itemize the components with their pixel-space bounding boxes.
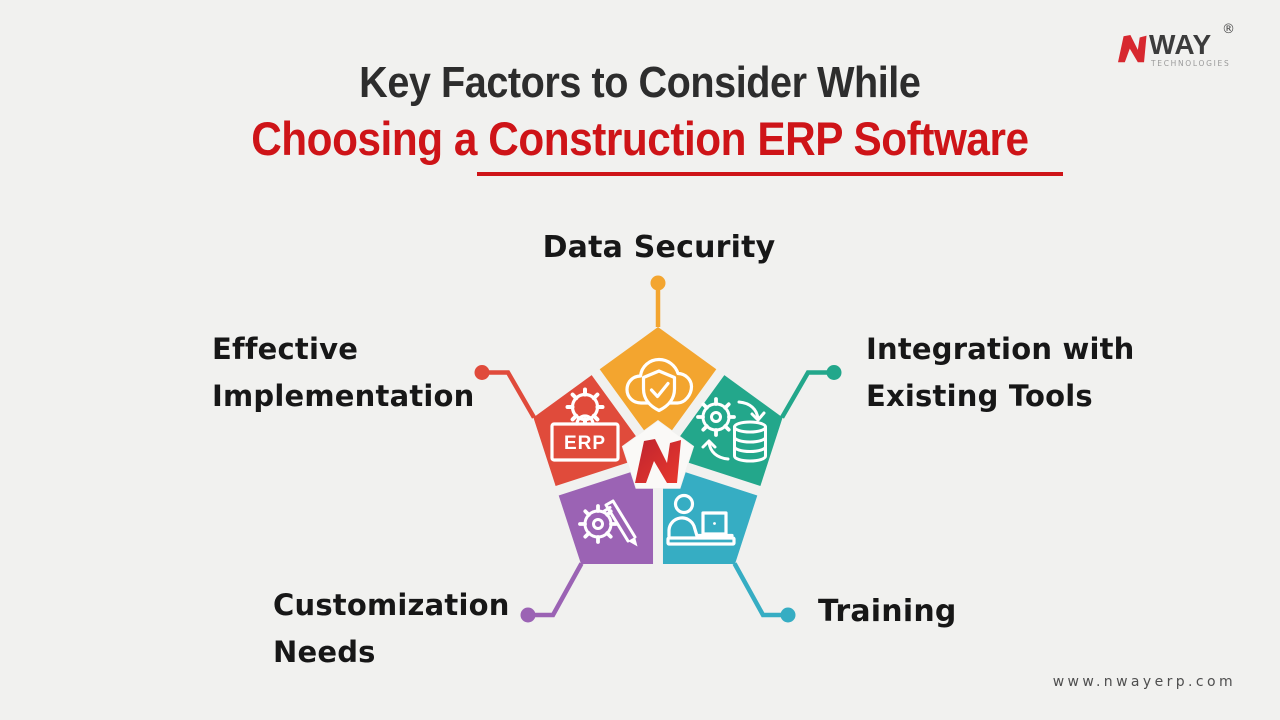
dot-data-security [650, 275, 666, 291]
title-line-2: Choosing a Construction ERP Software [251, 112, 1029, 165]
label-effective-implementation: Effective Implementation [212, 332, 475, 413]
dot-customization [520, 607, 536, 623]
label-data-security: Data Security [542, 230, 776, 265]
connector-lines [482, 286, 834, 618]
connector-implementation [482, 370, 536, 419]
dot-implementation [474, 365, 490, 380]
dot-training [780, 607, 796, 623]
brand-logo-n-icon [1118, 35, 1147, 63]
label-integration-existing-tools: Integration with Existing Tools [866, 332, 1135, 413]
erp-box-text: ERP [564, 433, 606, 454]
registered-mark: ® [1222, 22, 1235, 37]
label-customization-needs: Customization Needs [273, 588, 510, 669]
gear-database-sync-icon [696, 397, 767, 463]
connector-customization [528, 562, 584, 618]
brand-logo: WAY ® TECHNOLOGIES [1118, 22, 1258, 72]
gear-pencil-icon [578, 499, 638, 547]
connector-training [732, 562, 788, 618]
title-underline [477, 172, 1063, 176]
petal-integration [680, 375, 783, 487]
title-line-1: Key Factors to Consider While [359, 58, 921, 107]
gear-erp-box-icon: ERP [550, 387, 620, 462]
dot-integration [826, 365, 842, 380]
connector-integration [780, 370, 834, 419]
person-laptop-icon [666, 493, 736, 546]
center-n-logo [635, 439, 681, 483]
cloud-shield-check-icon [625, 357, 694, 413]
website-url: www.nwayerp.com [1052, 674, 1236, 690]
brand-name: WAY [1149, 29, 1212, 60]
label-training: Training [818, 594, 957, 629]
brand-subtitle: TECHNOLOGIES [1151, 59, 1231, 68]
